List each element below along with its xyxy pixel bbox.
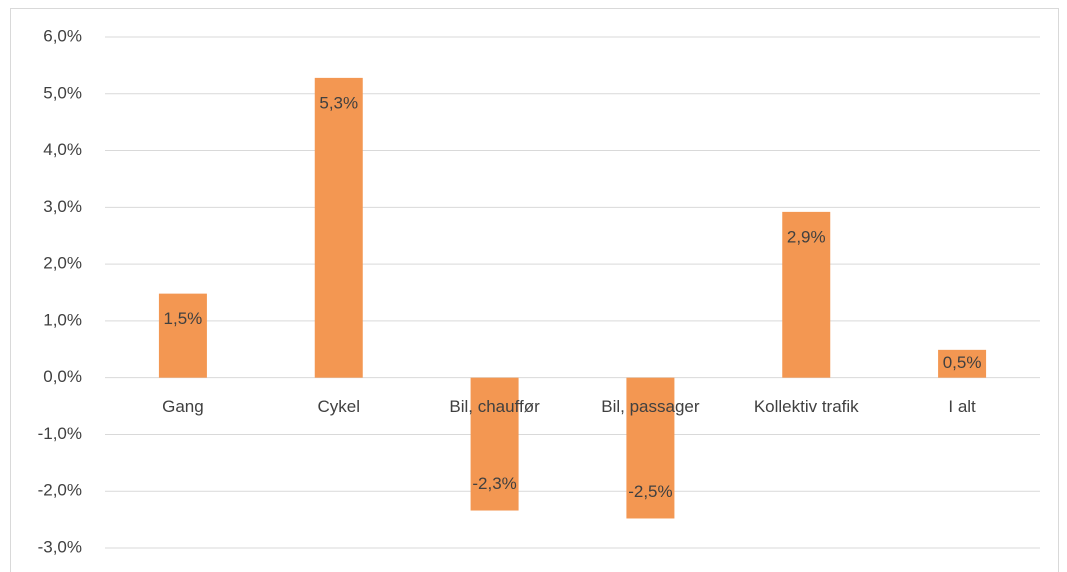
- y-tick-label: -1,0%: [38, 424, 82, 443]
- bar: [938, 349, 987, 378]
- data-label: 5,3%: [319, 93, 358, 112]
- bar: [782, 211, 831, 378]
- chart-frame: [10, 8, 1059, 572]
- bar: [470, 377, 519, 511]
- data-label: 2,9%: [787, 227, 826, 246]
- x-tick-label: Bil, passager: [601, 397, 700, 416]
- y-tick-label: 3,0%: [43, 197, 82, 216]
- bar: [626, 377, 675, 519]
- x-tick-label: I alt: [948, 397, 976, 416]
- y-tick-label: 2,0%: [43, 254, 82, 273]
- x-tick-label: Kollektiv trafik: [754, 397, 859, 416]
- y-tick-label: 0,0%: [43, 367, 82, 386]
- x-tick-label: Cykel: [317, 397, 360, 416]
- y-tick-label: 6,0%: [43, 26, 82, 45]
- data-label: -2,3%: [472, 474, 516, 493]
- bar: [314, 77, 363, 378]
- y-tick-label: 4,0%: [43, 140, 82, 159]
- y-tick-label: -2,0%: [38, 481, 82, 500]
- data-label: -2,5%: [628, 482, 672, 501]
- y-tick-label: -3,0%: [38, 537, 82, 556]
- y-tick-label: 1,0%: [43, 310, 82, 329]
- x-tick-label: Gang: [162, 397, 204, 416]
- data-label: 1,5%: [164, 309, 203, 328]
- x-tick-label: Bil, chauffør: [449, 397, 540, 416]
- y-tick-label: 5,0%: [43, 83, 82, 102]
- bar: [158, 293, 207, 378]
- data-label: 0,5%: [943, 353, 982, 372]
